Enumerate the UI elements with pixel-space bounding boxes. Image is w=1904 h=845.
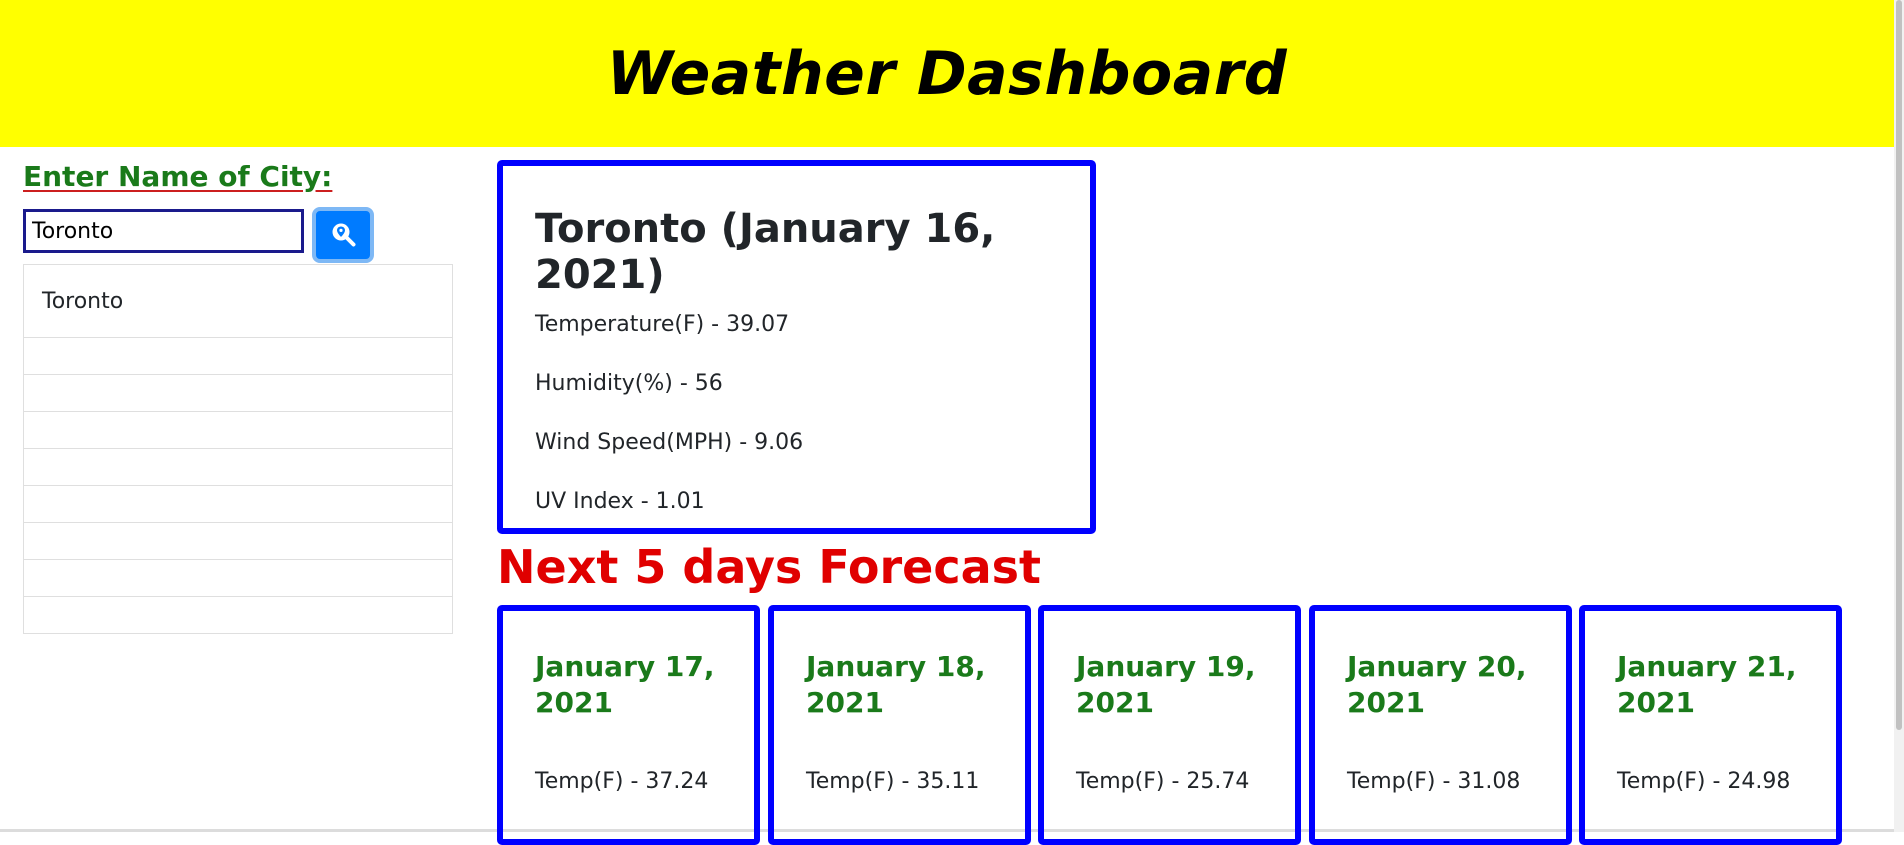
forecast-date: January 18, 2021 [806,650,986,719]
forecast-date: January 20, 2021 [1347,650,1527,719]
current-temperature: Temperature(F) - 39.07 [535,312,790,337]
forecast-temp: Temp(F) - 31.08 [1347,769,1521,794]
history-item[interactable] [24,560,452,597]
history-item[interactable] [24,449,452,486]
forecast-card: January 21, 2021 Temp(F) - 24.98 [1579,605,1842,845]
forecast-card: January 17, 2021 Temp(F) - 37.24 [497,605,760,845]
history-item[interactable] [24,338,452,375]
history-item[interactable] [24,597,452,634]
forecast-card: January 19, 2021 Temp(F) - 25.74 [1038,605,1301,845]
search-location-icon [330,221,356,250]
city-input-label: Enter Name of City: [23,160,333,193]
current-uv-index: UV Index - 1.01 [535,489,705,514]
current-weather-card: Toronto (January 16, 2021) Temperature(F… [497,160,1096,534]
search-history-list: Toronto [23,264,453,634]
forecast-heading: Next 5 days Forecast [497,540,1042,594]
forecast-date: January 21, 2021 [1617,650,1797,719]
history-item[interactable] [24,523,452,560]
page-header: Weather Dashboard [0,0,1894,147]
current-wind-speed: Wind Speed(MPH) - 9.06 [535,430,804,455]
current-city-title: Toronto (January 16, 2021) [535,206,996,298]
history-item[interactable]: Toronto [24,265,452,338]
city-search-input[interactable] [23,209,304,253]
page-title: Weather Dashboard [606,38,1288,109]
history-item[interactable] [24,486,452,523]
scrollbar-thumb[interactable] [1896,0,1902,730]
current-humidity: Humidity(%) - 56 [535,371,723,396]
forecast-date: January 17, 2021 [535,650,715,719]
forecast-card: January 18, 2021 Temp(F) - 35.11 [768,605,1031,845]
forecast-temp: Temp(F) - 25.74 [1076,769,1250,794]
forecast-temp: Temp(F) - 37.24 [535,769,709,794]
forecast-temp: Temp(F) - 24.98 [1617,769,1791,794]
forecast-date: January 19, 2021 [1076,650,1256,719]
forecast-temp: Temp(F) - 35.11 [806,769,980,794]
horizontal-scrollbar[interactable] [0,829,1894,832]
forecast-card: January 20, 2021 Temp(F) - 31.08 [1309,605,1572,845]
history-item[interactable] [24,412,452,449]
history-item[interactable] [24,375,452,412]
search-button[interactable] [312,207,374,263]
